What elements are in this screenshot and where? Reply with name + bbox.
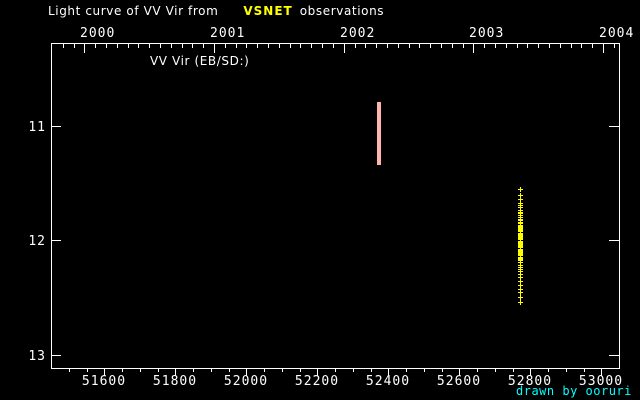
data-point-plus [520,287,521,292]
credit-label: drawn by ooruri [516,384,632,398]
year-tick-label: 2003 [469,26,504,41]
title-prefix: Light curve of VV Vir from [48,4,219,18]
data-point-square [377,161,381,165]
data-point-square [377,149,381,153]
mjd-tick-label: 52200 [295,374,339,389]
mag-tick-label: 11 [28,120,46,135]
year-tick-label: 2004 [599,26,634,41]
data-point-plus [520,193,521,198]
data-point-plus [520,272,521,277]
data-point-plus [520,295,521,300]
data-point-plus [520,279,521,284]
title-suffix: observations [299,4,385,18]
year-tick-label: 2002 [340,26,375,41]
mjd-tick-label: 52600 [437,374,481,389]
data-point-plus [520,283,521,288]
data-point-plus [520,300,521,305]
mjd-tick-label: 51800 [153,374,197,389]
mjd-tick-label: 52800 [508,374,552,389]
data-point-square [377,155,381,159]
data-point-plus [520,260,521,265]
data-point-square [377,158,381,162]
mjd-tick-label: 51600 [82,374,126,389]
mag-tick-label: 13 [28,349,46,364]
data-point-square [377,135,381,139]
mjd-tick-label: 53000 [579,374,623,389]
data-point-plus [520,275,521,280]
mag-tick-label: 12 [28,234,46,249]
chart-title: Light curve of VV Vir from VSNET observati… [48,4,384,20]
year-tick-label: 2000 [80,26,115,41]
data-point-plus [520,197,521,202]
data-point-plus [520,290,521,295]
data-point-plus [520,205,521,210]
data-point-plus [520,269,521,274]
star-label: VV Vir (EB/SD:) [150,54,250,68]
title-vsnet-highlight: VSNET [243,4,293,18]
mjd-tick-label: 52400 [366,374,410,389]
year-tick-label: 2001 [210,26,245,41]
data-point-plus [520,187,521,192]
data-point-square [377,102,381,106]
mjd-tick-label: 52000 [224,374,268,389]
